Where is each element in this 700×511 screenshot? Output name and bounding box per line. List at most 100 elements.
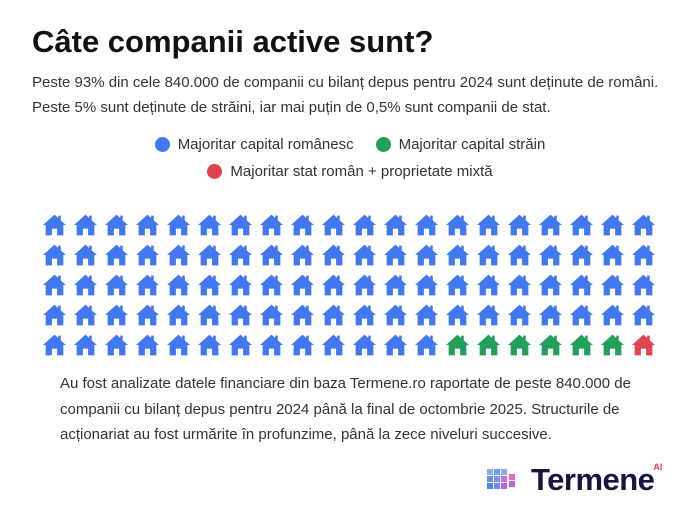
house-icon-romanian xyxy=(291,214,314,236)
house-icon-romanian xyxy=(291,274,314,296)
legend-dot-foreign xyxy=(375,137,391,152)
house-icon-romanian xyxy=(508,304,531,326)
house-icon-romanian xyxy=(291,244,314,266)
house-icon-romanian xyxy=(260,334,283,356)
house-icon-romanian xyxy=(167,304,190,326)
house-icon-romanian xyxy=(601,304,624,326)
house-icon-romanian xyxy=(446,274,469,296)
house-icon-romanian xyxy=(415,244,438,266)
house-icon-romanian xyxy=(353,214,376,236)
house-icon-romanian xyxy=(105,244,128,266)
house-icon-romanian xyxy=(43,214,66,236)
house-icon-romanian xyxy=(322,304,345,326)
house-icon-romanian xyxy=(477,304,500,326)
house-icon-romanian xyxy=(415,214,438,236)
house-icon-romanian xyxy=(167,274,190,296)
house-icon-romanian xyxy=(477,274,500,296)
house-icon-romanian xyxy=(446,244,469,266)
waffle-grid xyxy=(42,213,662,363)
house-icon-romanian xyxy=(43,334,66,356)
house-icon-romanian xyxy=(415,274,438,296)
house-icon-romanian xyxy=(260,214,283,236)
house-icon-romanian xyxy=(477,214,500,236)
house-icon-romanian xyxy=(229,214,252,236)
house-icon-romanian xyxy=(229,274,252,296)
house-icon-state xyxy=(632,334,655,356)
house-icon-romanian xyxy=(43,274,66,296)
house-icon-romanian xyxy=(322,334,345,356)
house-icon-romanian xyxy=(353,274,376,296)
house-icon-romanian xyxy=(74,214,97,236)
legend-item-romanian: Majoritar capital românesc xyxy=(154,136,354,153)
house-icon-romanian xyxy=(136,274,159,296)
house-icon-romanian xyxy=(74,274,97,296)
house-icon-romanian xyxy=(570,244,593,266)
house-icon-romanian xyxy=(198,274,221,296)
house-icon-romanian xyxy=(198,214,221,236)
house-icon-romanian xyxy=(353,304,376,326)
methodology-note: Au fost analizate datele financiare din … xyxy=(60,375,631,443)
house-icon-romanian xyxy=(601,214,624,236)
house-icon-romanian xyxy=(229,334,252,356)
house-icon-romanian xyxy=(322,244,345,266)
legend-label: Majoritar capital străin xyxy=(398,136,546,153)
termene-logo: Termene AI xyxy=(485,462,662,498)
house-icon-foreign xyxy=(477,334,500,356)
legend-row-1: Majoritar capital românesc Majoritar cap… xyxy=(0,136,700,153)
cube-logo-icon xyxy=(487,469,515,489)
house-icon-romanian xyxy=(167,214,190,236)
legend-label: Majoritar stat român + proprietate mixtă xyxy=(230,163,493,180)
house-icon-romanian xyxy=(105,334,128,356)
house-icon-romanian xyxy=(477,244,500,266)
house-icon-romanian xyxy=(74,334,97,356)
house-icon-romanian xyxy=(415,334,438,356)
house-icon-foreign xyxy=(539,334,562,356)
house-icon-foreign xyxy=(570,334,593,356)
house-icon-romanian xyxy=(601,244,624,266)
house-icon-romanian xyxy=(260,274,283,296)
house-icon-romanian xyxy=(570,274,593,296)
house-icon-romanian xyxy=(570,214,593,236)
logo-ai-badge: AI xyxy=(653,462,663,472)
house-icon-foreign xyxy=(601,334,624,356)
house-icon-romanian xyxy=(632,214,655,236)
house-icon-romanian xyxy=(291,304,314,326)
house-icon-romanian xyxy=(508,274,531,296)
house-icon-romanian xyxy=(446,304,469,326)
house-icon-romanian xyxy=(632,304,655,326)
house-icon-romanian xyxy=(508,214,531,236)
house-icon-romanian xyxy=(446,214,469,236)
house-icon-romanian xyxy=(105,274,128,296)
house-icon-romanian xyxy=(74,244,97,266)
house-icon-romanian xyxy=(136,334,159,356)
house-icon-romanian xyxy=(539,274,562,296)
house-icon-romanian xyxy=(74,304,97,326)
subtitle: Peste 93% din cele 840.000 de companii c… xyxy=(32,74,659,116)
house-icon-romanian xyxy=(632,274,655,296)
house-icon-romanian xyxy=(353,244,376,266)
house-icon-romanian xyxy=(136,244,159,266)
house-icon-romanian xyxy=(291,334,314,356)
legend-item-state: Majoritar stat român + proprietate mixtă xyxy=(207,163,493,180)
house-icon-romanian xyxy=(384,214,407,236)
house-icon-romanian xyxy=(229,244,252,266)
house-icon-romanian xyxy=(384,274,407,296)
house-icon-romanian xyxy=(136,214,159,236)
house-icon-romanian xyxy=(229,304,252,326)
house-icon-romanian xyxy=(539,214,562,236)
house-icon-romanian xyxy=(105,214,128,236)
legend-item-foreign: Majoritar capital străin xyxy=(375,136,546,153)
house-icon-romanian xyxy=(43,244,66,266)
house-icon-romanian xyxy=(43,304,66,326)
house-icon-romanian xyxy=(167,334,190,356)
legend-dot-romanian xyxy=(154,137,170,152)
house-icon-romanian xyxy=(539,304,562,326)
logo-text: Termene xyxy=(531,462,655,497)
house-icon-romanian xyxy=(384,334,407,356)
house-icon-romanian xyxy=(198,244,221,266)
house-icon-romanian xyxy=(322,214,345,236)
house-icon-romanian xyxy=(570,304,593,326)
house-icon-romanian xyxy=(384,244,407,266)
house-icon-romanian xyxy=(539,244,562,266)
house-icon-romanian xyxy=(260,244,283,266)
